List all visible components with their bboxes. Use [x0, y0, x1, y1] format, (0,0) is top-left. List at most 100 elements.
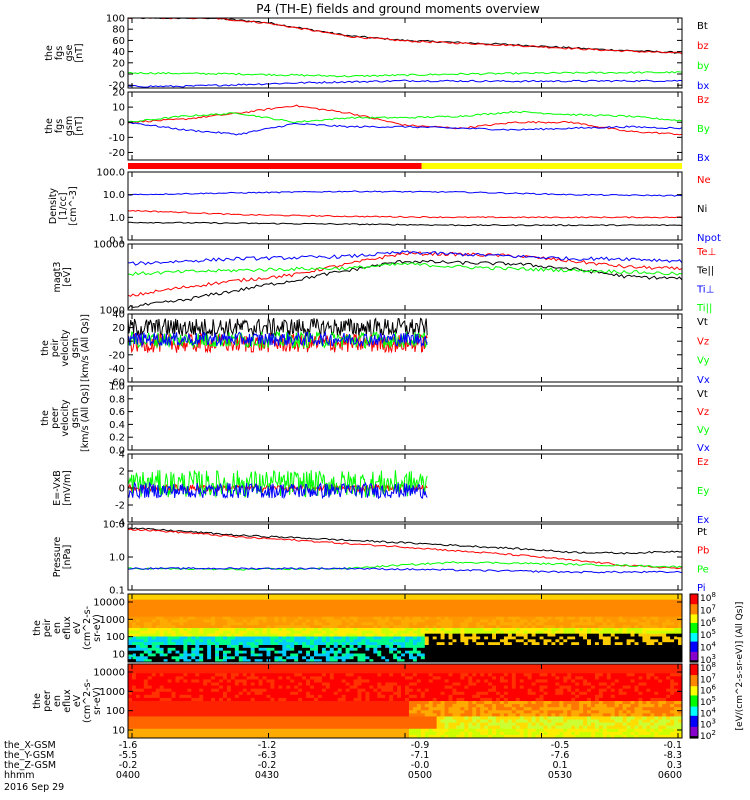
- spectrogram-cell: [242, 642, 248, 646]
- spectrogram-cell: [484, 647, 489, 652]
- spectrogram-cell: [468, 619, 473, 623]
- spectrogram-cell: [313, 704, 319, 708]
- spectrogram-cell: [507, 625, 513, 629]
- spectrogram-cell: [167, 704, 173, 708]
- spectrogram-cell: [155, 616, 161, 620]
- spectrogram-cell: [199, 676, 204, 680]
- spectrogram-cell: [610, 630, 616, 635]
- spectrogram-cell: [278, 625, 283, 629]
- spectrogram-cell: [143, 731, 149, 736]
- spectrogram-cell: [456, 656, 461, 660]
- spectrogram-cell: [329, 731, 335, 736]
- spectrogram-cell: [551, 625, 556, 629]
- spectrogram-cell: [587, 633, 592, 637]
- spectrogram-cell: [416, 647, 422, 652]
- spectrogram-cell: [183, 682, 188, 687]
- spectrogram-cell: [460, 622, 465, 626]
- spectrogram-cell: [436, 616, 442, 620]
- spectrogram-cell: [254, 664, 260, 668]
- spectrogram-cell: [393, 656, 398, 660]
- spectrogram-cell: [238, 647, 244, 652]
- spectrogram-cell: [678, 613, 683, 618]
- spectrogram-cell: [183, 710, 188, 714]
- spectrogram-cell: [135, 704, 141, 708]
- spectrogram-cell: [219, 707, 224, 711]
- spectrogram-cell: [610, 611, 616, 615]
- spectrogram-cell: [405, 630, 410, 635]
- spectrogram-cell: [408, 653, 414, 657]
- spectrogram-cell: [139, 725, 145, 730]
- spectrogram-cell: [179, 673, 184, 677]
- spectrogram-cell: [448, 653, 453, 657]
- spectrogram-cell: [147, 688, 153, 693]
- spectrogram-cell: [674, 639, 679, 643]
- spectrogram-cell: [353, 645, 359, 649]
- spectrogram-cell: [325, 633, 331, 637]
- spectrogram-cell: [128, 613, 133, 618]
- spectrogram-cell: [436, 659, 442, 663]
- spectrogram-cell: [650, 636, 655, 640]
- spectrogram-cell: [250, 636, 256, 640]
- ylabel-peir_velocity: gsm: [70, 338, 81, 358]
- spectrogram-cell: [472, 616, 477, 620]
- spectrogram-cell: [238, 701, 244, 705]
- spectrogram-cell: [313, 633, 319, 637]
- spectrogram-cell: [535, 596, 541, 601]
- spectrogram-cell: [242, 625, 248, 629]
- spectrogram-cell: [219, 645, 224, 649]
- spectrogram-cell: [215, 688, 220, 693]
- spectrogram-cell: [531, 616, 537, 620]
- spectrogram-cell: [270, 688, 275, 693]
- spectrogram-cell: [499, 653, 505, 657]
- spectrogram-cell: [583, 630, 588, 635]
- spectrogram-cell: [321, 701, 327, 705]
- spectrogram-cell: [602, 639, 608, 643]
- spectrogram-cell: [543, 622, 548, 626]
- spectrogram-cell: [440, 647, 446, 652]
- spectrogram-cell: [662, 636, 667, 640]
- spectrogram-cell: [203, 611, 208, 615]
- spectrogram-cell: [294, 596, 299, 601]
- spectrogram-cell: [282, 731, 287, 736]
- spectrogram-cell: [222, 701, 228, 705]
- spectrogram-cell: [511, 608, 517, 612]
- spectrogram-cell: [654, 630, 659, 635]
- spectrogram-cell: [424, 611, 430, 615]
- spectrogram-cell: [187, 707, 192, 711]
- spectrogram-cell: [286, 616, 291, 620]
- spectrogram-cell: [143, 701, 149, 705]
- spectrogram-cell: [163, 599, 169, 603]
- spectrogram-cell: [618, 594, 624, 598]
- spectrogram-cell: [290, 673, 295, 677]
- spectrogram-cell: [266, 619, 271, 623]
- spectrogram-cell: [654, 647, 659, 652]
- spectrogram-cell: [321, 639, 327, 643]
- legend-density-2: Npot: [697, 233, 721, 244]
- spectrogram-cell: [583, 616, 588, 620]
- spectrogram-cell: [274, 625, 279, 629]
- spectrogram-cell: [313, 611, 319, 615]
- spectrogram-cell: [199, 599, 204, 603]
- spectrogram-cell: [139, 713, 145, 717]
- spectrogram-cell: [424, 653, 430, 657]
- spectrogram-cell: [222, 611, 228, 615]
- spectrogram-cell: [317, 722, 323, 727]
- spectrogram-cell: [523, 656, 529, 660]
- spectrogram-cell: [135, 694, 141, 699]
- spectrogram-cell: [187, 628, 192, 632]
- spectrogram-cell: [325, 670, 331, 674]
- spectrogram-cell: [527, 602, 533, 606]
- spectrogram-cell: [666, 628, 671, 632]
- spectrogram-cell: [171, 594, 176, 598]
- spectrogram-cell: [420, 602, 426, 606]
- spectrogram-cell: [242, 633, 248, 637]
- spectrogram-cell: [646, 633, 651, 637]
- spectrogram-cell: [254, 653, 260, 657]
- spectrogram-cell: [167, 682, 173, 687]
- spectrogram-cell: [484, 613, 489, 618]
- spectrogram-cell: [654, 628, 659, 632]
- spectrogram-cell: [234, 594, 240, 598]
- spectrogram-cell: [266, 616, 271, 620]
- spectrogram-cell: [171, 633, 176, 637]
- spectrogram-cell: [258, 622, 264, 626]
